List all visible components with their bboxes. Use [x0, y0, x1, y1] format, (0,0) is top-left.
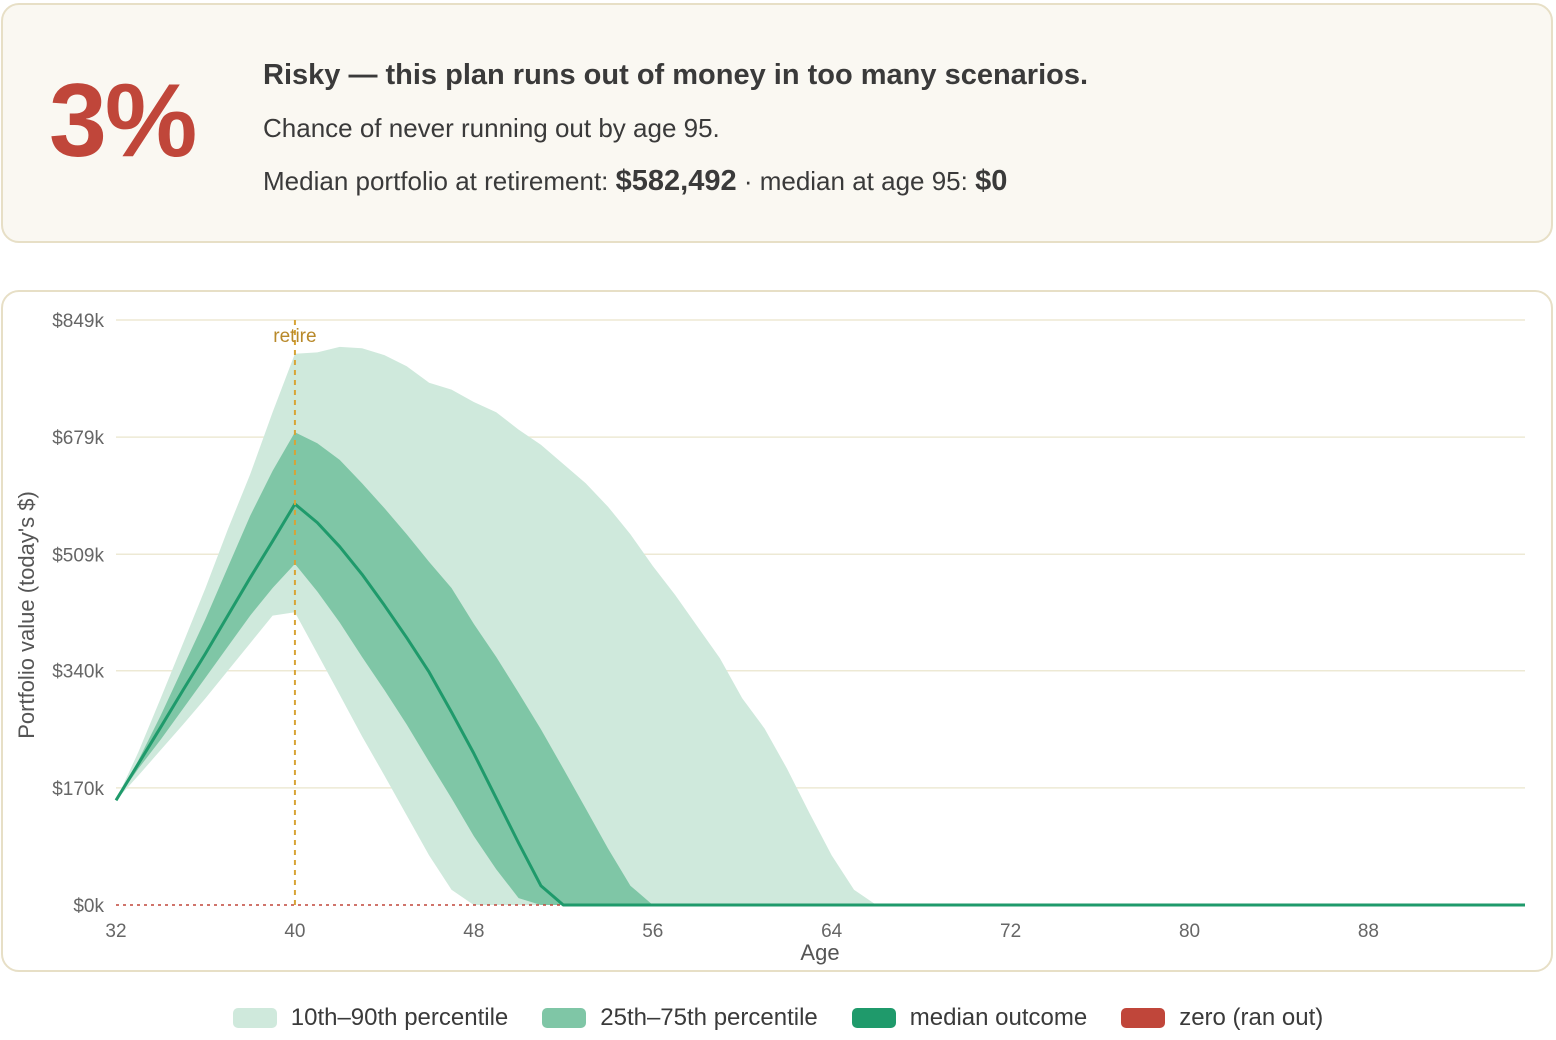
y-tick-label: $340k	[52, 662, 104, 683]
chart-legend: 10th–90th percentile 25th–75th percentil…	[0, 998, 1556, 1038]
legend-item-outer-band[interactable]: 10th–90th percentile	[232, 1004, 509, 1032]
median-retirement-value: $582,492	[615, 165, 737, 197]
legend-swatch-inner	[542, 1008, 587, 1028]
median-line	[114, 502, 1525, 907]
lines: retire	[114, 320, 1525, 907]
y-tick-label: $679k	[52, 428, 104, 449]
portfolio-chart: retire $0k $170k $340k $509k $679k $849k 32 40 4…	[14, 311, 1525, 965]
legend-item-median[interactable]: median outcome	[851, 1004, 1088, 1032]
x-tick-label: 64	[821, 921, 843, 942]
legend-swatch-median	[851, 1008, 896, 1028]
x-axis-label: Age	[800, 940, 839, 965]
legend-label-median: median outcome	[909, 1004, 1088, 1031]
y-tick-label: $170k	[52, 779, 104, 800]
x-tick-label: 56	[642, 921, 663, 942]
median-summary: Median portfolio at retirement: $582,492…	[263, 165, 1007, 198]
legend-label-outer: 10th–90th percentile	[290, 1004, 509, 1031]
legend-label-inner: 25th–75th percentile	[600, 1004, 818, 1031]
retire-label: retire	[273, 326, 316, 347]
legend-label-zero: zero (ran out)	[1179, 1004, 1324, 1031]
x-tick-label: 72	[1000, 921, 1021, 942]
success-subline: Chance of never running out by age 95.	[263, 113, 720, 143]
x-tick-label: 80	[1179, 921, 1200, 942]
median-prefix: Median portfolio at retirement:	[263, 166, 616, 196]
y-axis-label: Portfolio value (today's $)	[14, 491, 39, 739]
legend-swatch-zero	[1121, 1008, 1166, 1028]
verdict-text: Risky — this plan runs out of money in t…	[263, 59, 1089, 91]
y-tick-label: $509k	[52, 545, 104, 566]
x-tick-label: 48	[463, 921, 484, 942]
summary-card: 3% Risky — this plan runs out of money i…	[1, 3, 1553, 243]
y-tick-label: $0k	[73, 896, 104, 917]
band-10-90	[116, 346, 1525, 905]
success-rate: 3%	[49, 63, 197, 179]
x-tick-label: 40	[284, 921, 305, 942]
legend-item-zero[interactable]: zero (ran out)	[1121, 1004, 1323, 1032]
bands	[116, 346, 1525, 905]
median-mid: · median at age 95:	[736, 166, 976, 196]
median-age95-value: $0	[975, 165, 1008, 197]
ticks: $0k $170k $340k $509k $679k $849k 32 40 48 56 64 72…	[52, 311, 1379, 942]
y-tick-label: $849k	[52, 311, 104, 332]
legend-item-inner-band[interactable]: 25th–75th percentile	[542, 1004, 818, 1032]
x-tick-label: 88	[1358, 921, 1379, 942]
band-25-75	[116, 432, 1525, 905]
x-tick-label: 32	[105, 921, 126, 942]
legend-swatch-outer	[232, 1008, 277, 1028]
